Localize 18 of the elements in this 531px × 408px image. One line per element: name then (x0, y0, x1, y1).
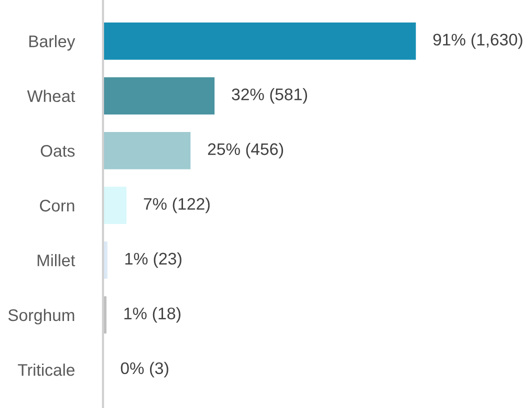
y-tick-label: Corn (40, 200, 74, 212)
y-tick-label: Barley (29, 35, 76, 51)
y-tick-label: Oats (40, 145, 75, 157)
bar (103, 77, 215, 114)
bar (103, 132, 191, 170)
y-tick-label: Wheat (27, 90, 76, 102)
data-label: 32% (581) (232, 88, 308, 104)
bar (103, 22, 416, 60)
y-tick-label: Sorghum (8, 308, 74, 324)
data-label: 25% (456) (208, 142, 284, 158)
data-label: 1% (18) (124, 307, 180, 323)
data-label: 0% (3) (120, 362, 168, 378)
y-tick-label: Triticale (18, 364, 74, 376)
data-label: 91% (1,630) (433, 33, 522, 49)
data-label: 7% (122) (144, 198, 210, 214)
data-label: 1% (23) (125, 252, 182, 268)
bar (103, 186, 126, 224)
y-tick-label: Millet (38, 254, 76, 266)
